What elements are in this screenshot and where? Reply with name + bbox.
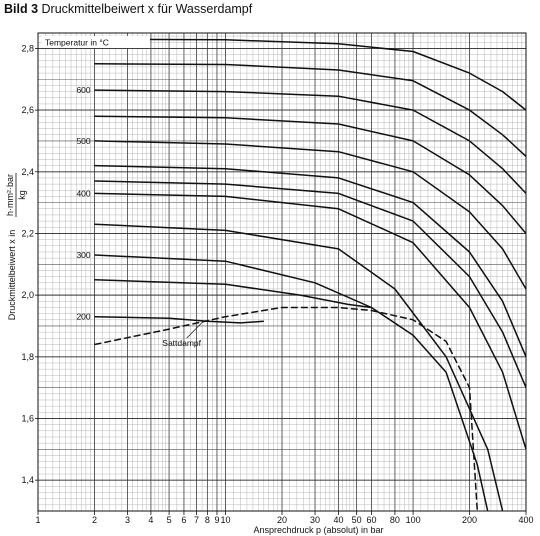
isotherm-curve: [94, 164, 527, 358]
x-tick-label: 100: [406, 515, 421, 525]
isotherm-curve: [94, 278, 372, 309]
legend-title-box: Temperatur in °C: [42, 36, 150, 48]
x-tick-label: 8: [205, 515, 210, 525]
label-layer: 700600500400300200SattdampfTemperatur in…: [42, 34, 204, 348]
isotherm-label: 300: [76, 250, 90, 260]
isotherm-curve: [94, 63, 527, 157]
curve-layer: [94, 38, 527, 512]
isotherm-curve: [94, 38, 527, 111]
y-axis-title-unit-denominator: kg: [17, 190, 27, 200]
legend-title-background: [42, 36, 150, 48]
x-axis-title: Ansprechdruck p (absolut) in bar: [253, 525, 383, 535]
isotherm-curve: [94, 180, 527, 388]
x-tick-label: 2: [92, 515, 97, 525]
figure-caption: Druckmittelbeiwert x für Wasserdampf: [41, 2, 253, 16]
y-tick-label: 2,0: [21, 290, 34, 300]
tick-layer: 1 2 3 4 5 6 7 8 9 10 20 30 40 50 60 80 100 200 400 1,4 1,6 1,…: [21, 43, 533, 525]
isotherm-curve: [94, 254, 489, 512]
x-tick-label: 30: [310, 515, 320, 525]
x-tick-label: 4: [148, 515, 153, 525]
chart-title: Bild 3 Druckmittelbeiwert x für Wasserda…: [4, 2, 252, 16]
isotherm-label: 400: [76, 188, 90, 198]
y-tick-label: 1,6: [21, 413, 34, 423]
y-axis-title-unit-numerator: h·mm²·bar: [5, 174, 15, 216]
x-tick-label: 10: [221, 515, 231, 525]
x-tick-label: 50: [352, 515, 362, 525]
y-tick-label: 1,8: [21, 352, 34, 362]
x-tick-label: 200: [462, 515, 477, 525]
x-tick-label: 60: [366, 515, 376, 525]
x-tick-label: 80: [390, 515, 400, 525]
y-tick-label: 2,4: [21, 167, 34, 177]
isotherm-curve: [94, 89, 527, 194]
x-tick-label: 7: [194, 515, 199, 525]
isotherm-label: 500: [76, 136, 90, 146]
saturation-label: Sattdampf: [162, 338, 201, 348]
x-tick-label: 9: [214, 515, 219, 525]
isotherm-curve: [94, 140, 527, 290]
isotherm-label: 200: [76, 312, 90, 322]
isotherm-curve: [94, 192, 527, 450]
saturation-curve: [94, 306, 479, 512]
legend-title: Temperatur in °C: [45, 38, 109, 48]
y-tick-label: 1,4: [21, 475, 34, 485]
x-tick-label: 6: [181, 515, 186, 525]
saturation-label-leader: [186, 321, 204, 339]
grid-layer: [37, 33, 527, 512]
isotherm-curve: [94, 223, 504, 512]
x-tick-label: 1: [35, 515, 40, 525]
y-tick-label: 2,2: [21, 228, 34, 238]
x-tick-label: 3: [125, 515, 130, 525]
x-tick-label: 20: [277, 515, 287, 525]
isotherm-label: 600: [76, 85, 90, 95]
x-tick-label: 5: [167, 515, 172, 525]
y-axis-title-main: Druckmittelbeiwert x in: [7, 230, 17, 321]
isotherm-curve: [94, 115, 527, 234]
y-tick-label: 2,6: [21, 105, 34, 115]
x-tick-label: 400: [518, 515, 533, 525]
x-tick-label: 40: [333, 515, 343, 525]
figure-number: Bild 3: [4, 2, 39, 16]
y-axis-title: Druckmittelbeiwert x in h·mm²·bar kg: [5, 173, 27, 320]
y-tick-label: 2,8: [21, 43, 34, 53]
